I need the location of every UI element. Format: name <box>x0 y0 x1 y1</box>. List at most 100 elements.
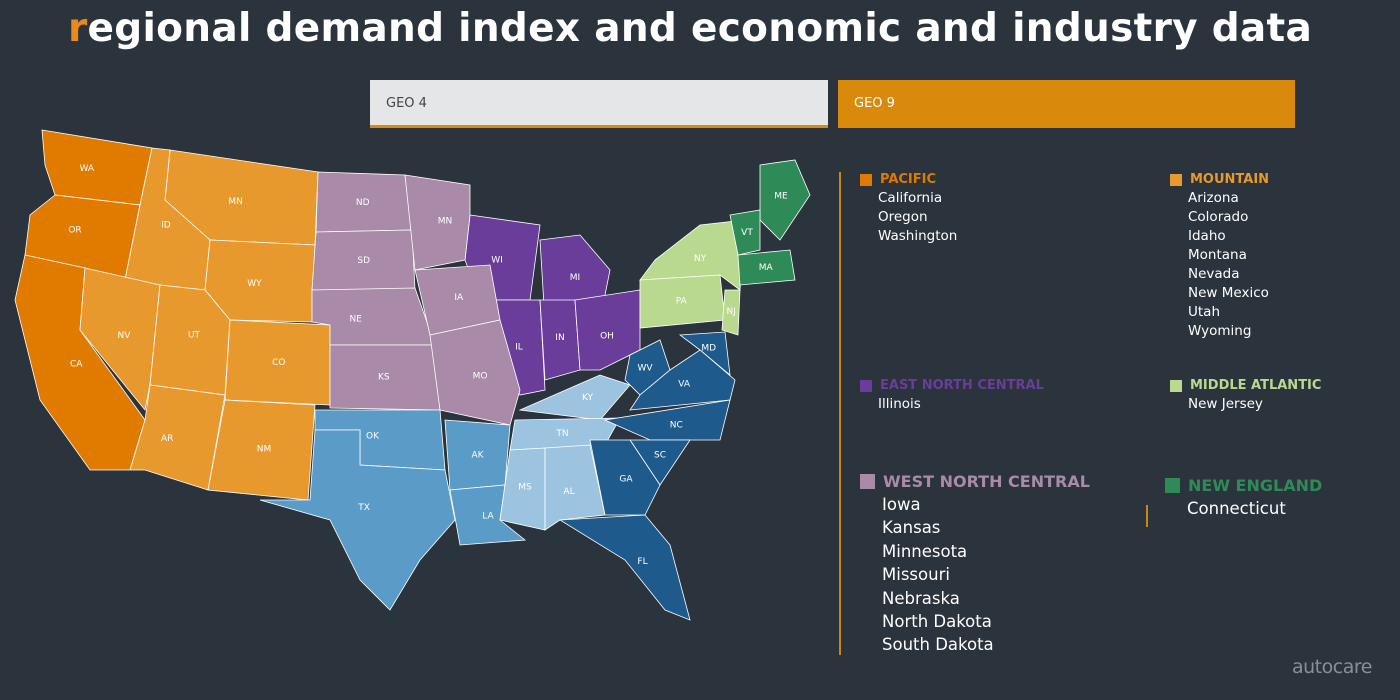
legend-heading: EAST NORTH CENTRAL <box>860 378 1044 393</box>
region-item: Idaho <box>1188 228 1226 244</box>
region-item: Nevada <box>1188 266 1240 282</box>
map: WA OR CA MN ID WY NV UT CO AR NM WI MI IL IN OH NY PA NJ ND… <box>14 129 811 621</box>
state-label: UT <box>188 331 201 341</box>
state <box>737 249 796 286</box>
state-label: OH <box>600 332 614 342</box>
state-label: MN <box>228 197 243 207</box>
logo: autocare <box>1292 656 1372 678</box>
state <box>129 384 226 491</box>
state <box>204 239 316 323</box>
state <box>79 267 161 411</box>
state-label: GA <box>619 475 633 485</box>
region-items: California Oregon Washington <box>860 189 957 246</box>
region-item: Washington <box>878 228 958 244</box>
title: regional demand index and economic and i… <box>68 6 1313 51</box>
state-label: PA <box>676 296 688 306</box>
state-label: NV <box>118 331 132 341</box>
region-items: Connecticut <box>1165 497 1322 520</box>
state-label: VT <box>741 228 753 238</box>
state <box>544 444 606 531</box>
region-items: Iowa Kansas Minnesota Missouri Nebraska North… <box>860 493 1090 657</box>
state-label: VA <box>678 380 691 390</box>
legend-group: PACIFIC California Oregon Washington <box>860 172 957 246</box>
legend-heading: MOUNTAIN <box>1170 172 1269 187</box>
state-label: WV <box>637 364 653 374</box>
legend-group: EAST NORTH CENTRAL Illinois <box>860 378 1044 414</box>
state-label: MO <box>473 372 488 382</box>
state-label: WA <box>80 164 95 174</box>
state <box>589 439 661 516</box>
legend-heading: MIDDLE ATLANTIC <box>1170 378 1321 393</box>
region-item: Montana <box>1188 247 1247 263</box>
legend-heading: NEW ENGLAND <box>1165 476 1322 495</box>
legend-group: MIDDLE ATLANTIC New Jersey <box>1170 378 1321 414</box>
region-item: North Dakota <box>882 612 992 632</box>
region-item: Nebraska <box>882 588 960 608</box>
state-label: IN <box>555 333 564 343</box>
region-items: Arizona Colorado Idaho Montana Nevada New Mex… <box>1170 189 1269 341</box>
state-label: AL <box>563 487 574 497</box>
state-label: KS <box>378 373 390 383</box>
region-item: Connecticut <box>1187 499 1286 518</box>
legend-heading: PACIFIC <box>860 172 957 187</box>
region-items: New Jersey <box>1170 395 1321 414</box>
state-label: NY <box>694 254 707 264</box>
state-label: LA <box>482 512 494 522</box>
divider <box>839 172 841 655</box>
region-items: Illinois <box>860 395 1044 414</box>
tab[interactable]: GEO 9 <box>838 80 1295 128</box>
region-name: NEW ENGLAND <box>1188 476 1323 495</box>
legend-group: WEST NORTH CENTRAL Iowa Kansas Minnesota Mis… <box>860 472 1090 657</box>
region-item: Missouri <box>882 565 950 585</box>
state-label: NM <box>257 444 272 454</box>
state-label: SC <box>654 451 666 461</box>
legend-swatch <box>860 379 872 392</box>
legend-swatch <box>1165 478 1180 493</box>
state-label: NC <box>670 421 683 431</box>
state-label: NJ <box>727 307 736 317</box>
state-label: AK <box>471 451 484 461</box>
state-label: IA <box>454 293 464 303</box>
region-item: South Dakota <box>882 635 994 655</box>
region-name: MIDDLE ATLANTIC <box>1190 378 1322 393</box>
legend-heading: WEST NORTH CENTRAL <box>860 472 1090 491</box>
legend-group: MOUNTAIN Arizona Colorado Idaho Montana Nevad… <box>1170 172 1269 341</box>
region-item: Utah <box>1188 304 1221 320</box>
state <box>603 399 731 441</box>
region-item: California <box>878 190 943 206</box>
state <box>449 484 527 546</box>
legend-group: NEW ENGLAND Connecticut <box>1165 476 1322 520</box>
legend-swatch <box>860 173 872 186</box>
state-label: TN <box>555 429 568 439</box>
region-item: Oregon <box>878 209 928 225</box>
region-item: Arizona <box>1188 190 1239 206</box>
state-label: ND <box>356 198 370 208</box>
state-label: WY <box>247 279 262 289</box>
state <box>259 429 456 611</box>
state-label: FL <box>637 557 647 567</box>
state-label: ID <box>161 220 171 230</box>
state-label: MA <box>759 263 774 273</box>
divider <box>1146 505 1148 527</box>
region-item: Iowa <box>882 495 921 514</box>
state <box>729 209 761 256</box>
region-item: Kansas <box>882 518 941 538</box>
region-item: Illinois <box>878 396 921 412</box>
state <box>574 289 641 371</box>
region-item: New Mexico <box>1188 285 1269 301</box>
state-label: CO <box>272 358 285 368</box>
state-label: MD <box>701 344 716 354</box>
region-item: Wyoming <box>1188 323 1252 339</box>
region-name: EAST NORTH CENTRAL <box>880 378 1044 393</box>
state <box>404 174 471 271</box>
region-item: Colorado <box>1188 209 1249 225</box>
state <box>41 129 153 206</box>
state-label: OR <box>68 226 81 236</box>
tab[interactable]: GEO 4 <box>370 80 828 128</box>
state <box>429 319 521 426</box>
region-item: New Jersey <box>1188 396 1263 412</box>
state-label: SD <box>357 256 370 266</box>
state <box>558 514 691 621</box>
state <box>678 331 731 376</box>
